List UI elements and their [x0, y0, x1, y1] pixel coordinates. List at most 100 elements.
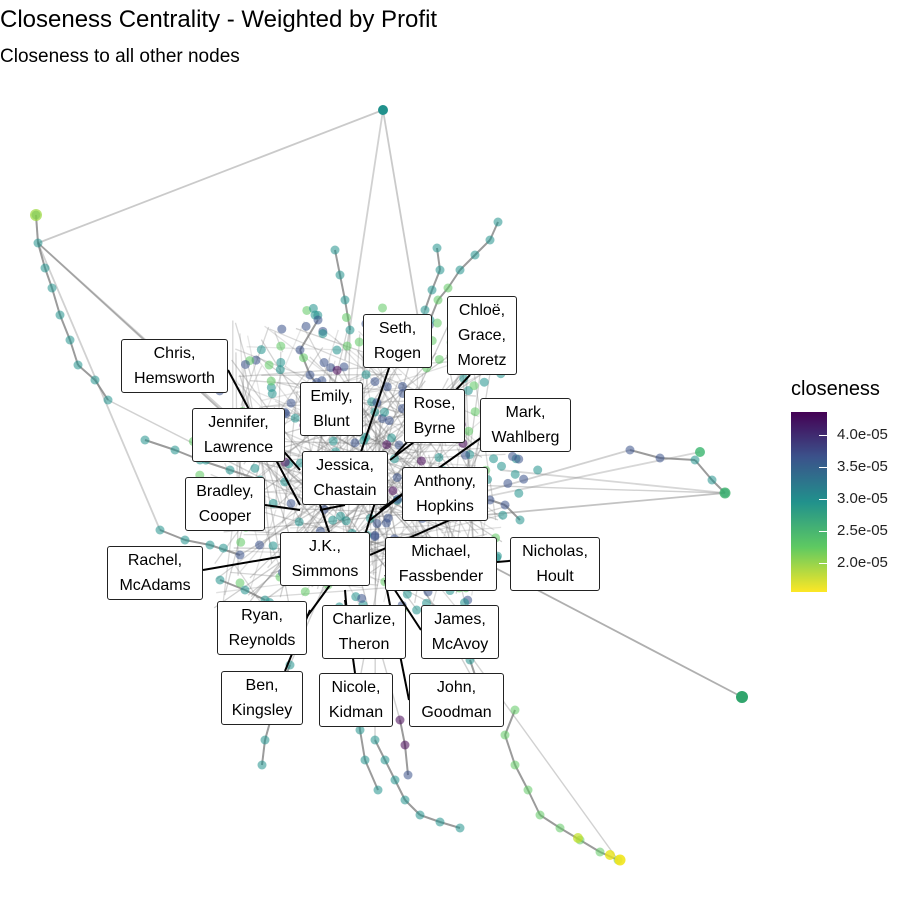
node — [395, 715, 405, 725]
edge — [355, 497, 395, 701]
edge — [309, 356, 431, 475]
node — [412, 605, 422, 615]
node — [479, 377, 489, 387]
node — [464, 426, 474, 436]
node — [328, 515, 338, 525]
node — [266, 376, 276, 386]
node — [318, 329, 328, 339]
node — [535, 810, 545, 820]
node-label-charlize-theron: Charlize, Theron — [322, 605, 406, 659]
node-label-jessica-chastain: Jessica, Chastain — [302, 451, 388, 505]
node — [388, 486, 398, 496]
label-leader-line — [264, 504, 301, 511]
node-label-jk-simmons: J.K., Simmons — [280, 532, 370, 586]
node — [140, 435, 150, 445]
node — [295, 345, 305, 355]
node — [384, 416, 394, 426]
node — [236, 537, 246, 547]
edge — [344, 109, 384, 361]
node — [625, 445, 635, 455]
node — [455, 823, 465, 833]
node — [519, 474, 529, 484]
node — [416, 456, 426, 466]
node — [361, 370, 371, 380]
node-label-emily-blunt: Emily, Blunt — [300, 382, 363, 436]
node — [533, 465, 543, 475]
node — [383, 513, 393, 523]
edge — [527, 789, 541, 816]
legend-colorbar — [791, 412, 827, 592]
node — [345, 325, 355, 335]
node — [377, 303, 387, 313]
node — [355, 725, 365, 735]
node — [434, 354, 444, 364]
node-label-rose-byrne: Rose, Byrne — [404, 389, 465, 443]
edge — [404, 744, 409, 776]
label-leader-line — [369, 494, 403, 521]
node — [459, 374, 469, 384]
node — [170, 445, 180, 455]
edge — [249, 509, 277, 590]
node — [400, 795, 410, 805]
edge — [37, 109, 384, 244]
node — [555, 823, 565, 833]
node — [240, 359, 250, 369]
node-label-chris-hemsworth: Chris, Hemsworth — [121, 339, 228, 393]
node — [276, 357, 286, 367]
node — [294, 517, 304, 527]
legend-tick-mark — [819, 531, 827, 532]
edge — [304, 436, 310, 440]
node — [523, 785, 533, 795]
node — [260, 735, 270, 745]
node — [277, 324, 287, 334]
edge — [629, 449, 661, 459]
edge — [659, 457, 696, 461]
node — [382, 382, 392, 392]
edge — [382, 109, 421, 331]
node-label-anthony-hopkins: Anthony, Hopkins — [402, 467, 488, 521]
node — [341, 312, 351, 322]
node — [443, 283, 453, 293]
node-label-bradley-cooper: Bradley, Cooper — [185, 477, 265, 531]
node — [469, 381, 479, 391]
node-label-mark-wahlberg: Mark, Wahlberg — [480, 398, 571, 452]
edge — [240, 326, 270, 406]
node — [461, 450, 471, 460]
legend-tick-mark — [819, 435, 827, 436]
legend-tick-label: 2.5e-05 — [837, 522, 888, 539]
node — [382, 440, 392, 450]
edge — [290, 525, 357, 529]
node — [496, 461, 506, 471]
node — [250, 463, 260, 473]
edge — [364, 433, 390, 446]
node-label-ryan-reynolds: Ryan, Reynolds — [217, 601, 307, 655]
edge — [359, 729, 366, 761]
node — [350, 438, 360, 448]
legend-title: closeness — [791, 378, 880, 400]
node-label-james-mcavoy: James, McAvoy — [421, 605, 499, 659]
node — [573, 833, 583, 843]
node — [470, 407, 480, 417]
edge — [363, 524, 441, 531]
node — [65, 335, 75, 345]
node — [305, 370, 315, 380]
node — [435, 265, 445, 275]
node — [510, 469, 520, 479]
node — [514, 488, 524, 498]
node — [257, 760, 267, 770]
chart-subtitle: Closeness to all other nodes — [0, 46, 240, 67]
node — [264, 360, 274, 370]
legend-tick-label: 3.0e-05 — [837, 490, 888, 507]
node — [328, 436, 338, 446]
node — [420, 305, 430, 315]
node — [432, 318, 442, 328]
edge — [504, 734, 516, 766]
node-label-nicole-kidman: Nicole, Kidman — [319, 673, 393, 727]
edge — [144, 439, 176, 451]
node — [332, 345, 342, 355]
node — [276, 341, 286, 351]
node — [275, 365, 285, 375]
node — [510, 705, 520, 715]
node — [508, 451, 518, 461]
legend-tick-mark — [819, 563, 827, 564]
